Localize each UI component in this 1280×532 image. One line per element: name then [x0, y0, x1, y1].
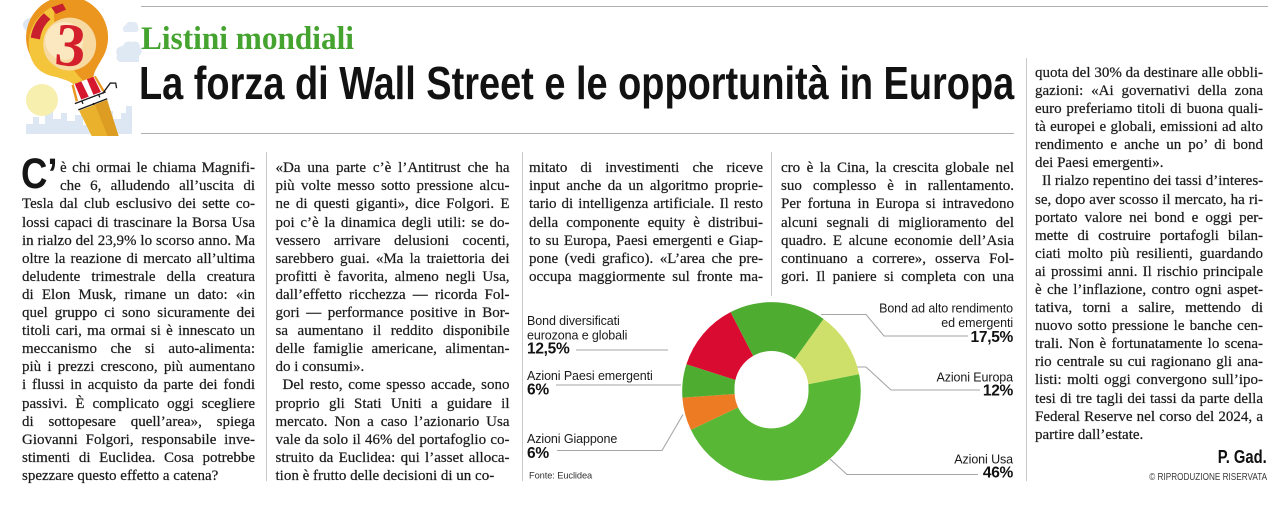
svg-text:46%: 46%	[983, 465, 1014, 482]
svg-text:Fonte: Euclidea: Fonte: Euclidea	[529, 471, 593, 481]
svg-text:Azioni Paesi emergenti: Azioni Paesi emergenti	[527, 369, 653, 383]
svg-text:ed emergenti: ed emergenti	[941, 316, 1013, 330]
svg-text:Bond ad alto rendimento: Bond ad alto rendimento	[879, 302, 1013, 316]
svg-text:Azioni Europa: Azioni Europa	[936, 371, 1013, 385]
svg-text:6%: 6%	[527, 445, 549, 462]
svg-text:Azioni Giappone: Azioni Giappone	[527, 432, 617, 446]
svg-text:Bond diversificati: Bond diversificati	[527, 314, 620, 328]
svg-text:12,5%: 12,5%	[527, 341, 570, 358]
svg-text:eurozona e globali: eurozona e globali	[527, 329, 627, 343]
svg-text:3: 3	[52, 11, 88, 80]
svg-text:17,5%: 17,5%	[971, 329, 1014, 346]
svg-text:6%: 6%	[527, 382, 549, 399]
svg-text:12%: 12%	[983, 383, 1014, 400]
svg-text:Azioni Usa: Azioni Usa	[954, 453, 1013, 467]
